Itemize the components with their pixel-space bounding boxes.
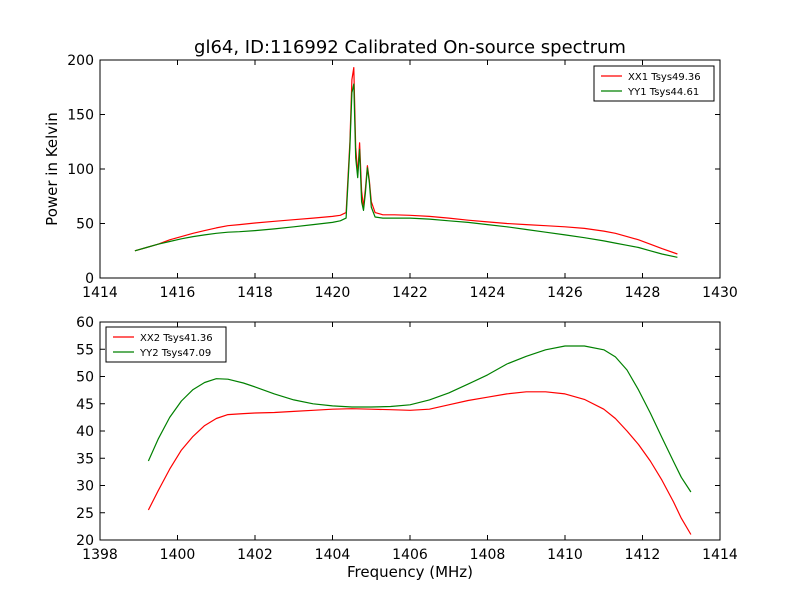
top-plot: 1414 1416 1418 1420 1422 1424 1426 1428 1430 0 50 1…	[43, 53, 738, 301]
y-tick-label: 0	[85, 271, 94, 287]
x-tick-label: 1412	[625, 547, 661, 563]
legend-box	[593, 65, 715, 102]
legend-label: XX1 Tsys49.36	[628, 72, 701, 83]
series-line-1-2	[134, 83, 678, 258]
x-tick-label: 1414	[702, 547, 738, 563]
x-tick-label: 1422	[392, 285, 428, 301]
x-tick-label: 1426	[547, 285, 583, 301]
bottom-plot: 1398 1400 1402 1404 1406 1408 1410 1412 1414 20 25…	[76, 315, 738, 581]
legend-label: YY2 Tsys47.09	[139, 348, 211, 359]
legend-box	[105, 326, 227, 363]
figure-title: gl64, ID:116992 Calibrated On-source spe…	[194, 37, 626, 58]
y-tick-label: 40	[76, 424, 94, 440]
legend-label: XX2 Tsys41.36	[140, 333, 213, 344]
y-tick-label: 200	[67, 53, 94, 69]
x-tick-label: 1416	[160, 285, 196, 301]
y-tick-label: 100	[67, 162, 94, 178]
x-tick-label: 1408	[470, 547, 506, 563]
y-tick-label: 55	[76, 342, 94, 358]
x-tick-label: 1404	[315, 547, 351, 563]
x-tick-label: 1406	[392, 547, 428, 563]
y-tick-label: 150	[67, 108, 94, 124]
y-tick-label: 60	[76, 315, 94, 331]
y-tick-label: 35	[76, 451, 94, 467]
series-line-2-2	[147, 345, 692, 493]
x-tick-label: 1400	[160, 547, 196, 563]
y-tick-label: 45	[76, 397, 94, 413]
legend-label: YY1 Tsys44.61	[627, 87, 699, 98]
x-tick-label: 1428	[625, 285, 661, 301]
series-line-2-1	[147, 391, 692, 535]
x-tick-label: 1398	[82, 547, 118, 563]
y-axis-label: Power in Kelvin	[43, 112, 61, 226]
y-tick-label: 50	[76, 217, 94, 233]
x-tick-label: 1414	[82, 285, 118, 301]
x-tick-label: 1402	[237, 547, 273, 563]
y-tick-label: 25	[76, 506, 94, 522]
y-tick-label: 50	[76, 370, 94, 386]
y-tick-label: 20	[76, 533, 94, 549]
x-tick-label: 1430	[702, 285, 738, 301]
x-tick-label: 1418	[237, 285, 273, 301]
x-tick-label: 1424	[470, 285, 506, 301]
x-tick-label: 1420	[315, 285, 351, 301]
x-tick-label: 1410	[547, 547, 583, 563]
legend: XX2 Tsys41.36 YY2 Tsys47.09	[105, 326, 227, 363]
y-tick-label: 30	[76, 479, 94, 495]
legend: XX1 Tsys49.36 YY1 Tsys44.61	[593, 65, 715, 102]
x-axis-label: Frequency (MHz)	[347, 563, 473, 581]
